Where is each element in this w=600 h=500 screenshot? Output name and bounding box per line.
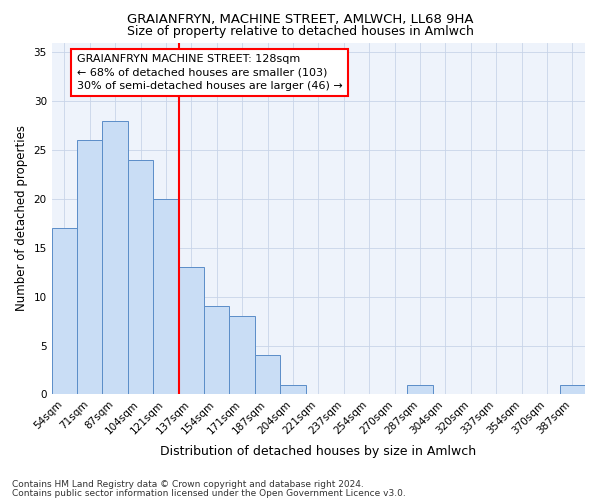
Bar: [204, 306, 229, 394]
Bar: [77, 140, 103, 394]
Text: GRAIANFRYN MACHINE STREET: 128sqm
← 68% of detached houses are smaller (103)
30%: GRAIANFRYN MACHINE STREET: 128sqm ← 68% …: [77, 54, 343, 90]
Bar: [103, 120, 128, 394]
Text: Contains public sector information licensed under the Open Government Licence v3: Contains public sector information licen…: [12, 490, 406, 498]
Text: Size of property relative to detached houses in Amlwch: Size of property relative to detached ho…: [127, 25, 473, 38]
Bar: [179, 268, 204, 394]
Bar: [229, 316, 255, 394]
Bar: [153, 199, 179, 394]
Text: Contains HM Land Registry data © Crown copyright and database right 2024.: Contains HM Land Registry data © Crown c…: [12, 480, 364, 489]
Bar: [560, 384, 585, 394]
Bar: [128, 160, 153, 394]
Bar: [280, 384, 305, 394]
Y-axis label: Number of detached properties: Number of detached properties: [15, 126, 28, 312]
Bar: [407, 384, 433, 394]
Bar: [255, 356, 280, 395]
Bar: [52, 228, 77, 394]
X-axis label: Distribution of detached houses by size in Amlwch: Distribution of detached houses by size …: [160, 444, 476, 458]
Text: GRAIANFRYN, MACHINE STREET, AMLWCH, LL68 9HA: GRAIANFRYN, MACHINE STREET, AMLWCH, LL68…: [127, 12, 473, 26]
